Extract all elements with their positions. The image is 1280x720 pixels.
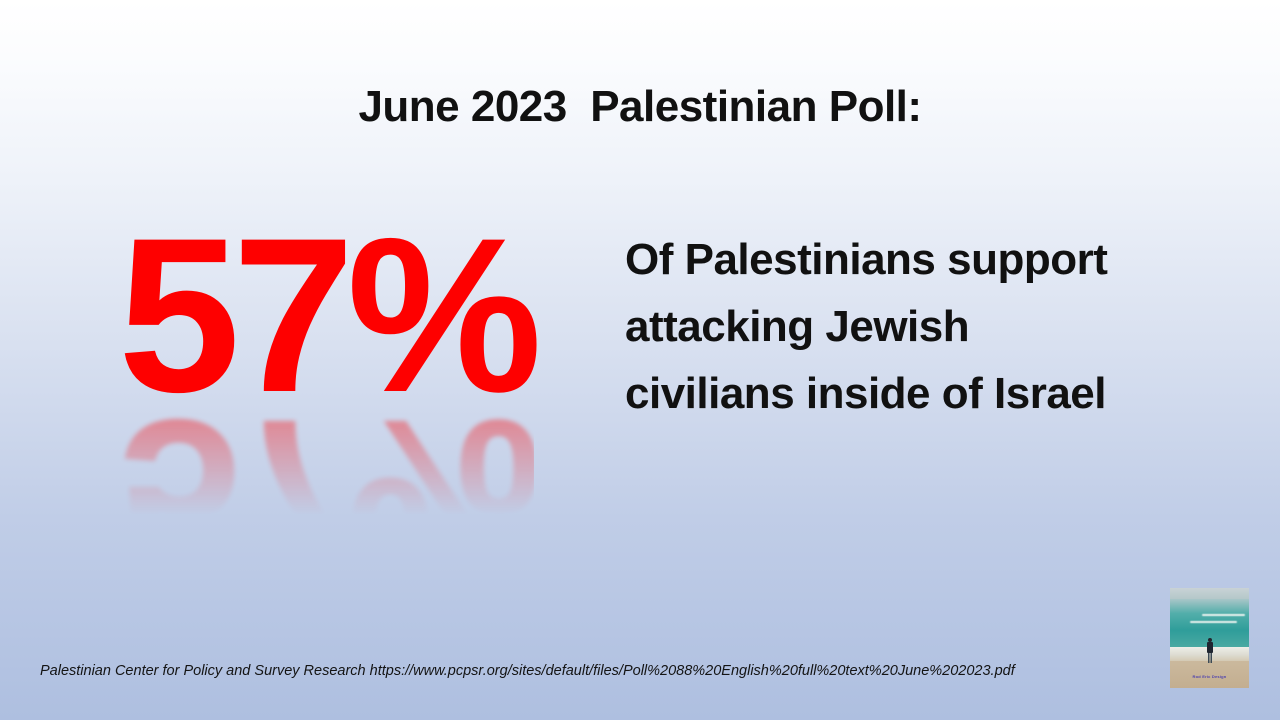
- photo-watermark: Rod Eric Design: [1192, 674, 1227, 679]
- person-torso: [1206, 642, 1213, 653]
- photo-wave: [1201, 614, 1246, 616]
- description-block: Of Palestinians support attacking Jewish…: [625, 226, 1215, 427]
- person-legs: [1207, 653, 1212, 663]
- stat-group: 57% 57%: [118, 205, 588, 625]
- description-line: attacking Jewish: [625, 302, 970, 351]
- photo-wave: [1189, 621, 1238, 623]
- person-figure: [1205, 638, 1215, 666]
- beach-photo: Rod Eric Design: [1170, 588, 1249, 688]
- source-citation: Palestinian Center for Policy and Survey…: [40, 663, 1015, 679]
- stat-value: 57%: [118, 192, 542, 438]
- photo-sand: [1170, 661, 1249, 688]
- person-head: [1207, 638, 1212, 642]
- slide-title: June 2023 Palestinian Poll:: [358, 82, 922, 131]
- description-line: civilians inside of Israel: [625, 369, 1107, 418]
- description-line: Of Palestinians support: [625, 235, 1108, 284]
- photo-sky: [1170, 588, 1249, 599]
